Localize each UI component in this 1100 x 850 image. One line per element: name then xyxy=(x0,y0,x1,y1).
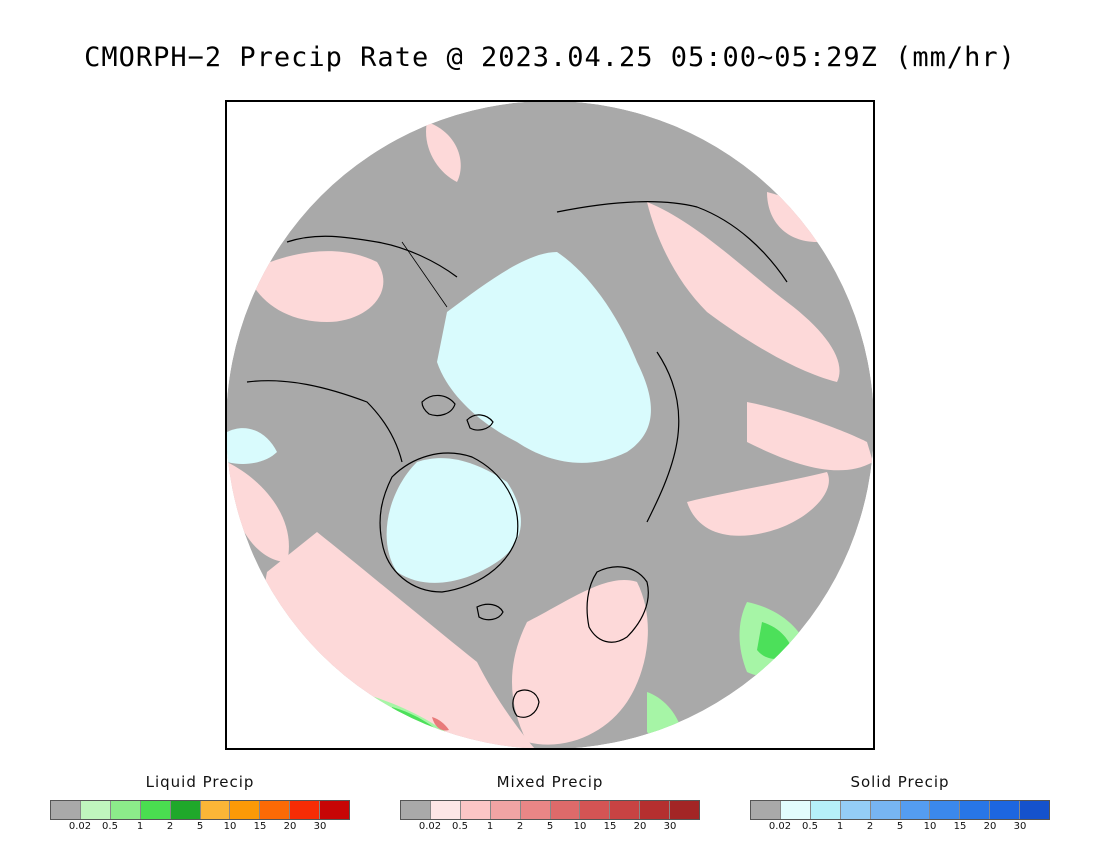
legend-swatch-8 xyxy=(990,801,1021,819)
legend-swatch-8 xyxy=(290,801,321,819)
legend-swatch-9 xyxy=(1020,801,1050,819)
legend-swatch-2 xyxy=(460,801,491,819)
mixed-precip-area-north-pacific xyxy=(647,202,840,382)
coastline-alaska-siberia xyxy=(286,235,458,278)
legend-swatch-9 xyxy=(320,801,350,819)
legend-swatch-3 xyxy=(140,801,171,819)
mixed-precip-area-central-asia xyxy=(687,472,829,536)
legend-swatch-2 xyxy=(110,801,141,819)
legend-tick-label: 20 xyxy=(633,821,647,832)
legend-tick-label: 30 xyxy=(663,821,677,832)
legend-tick-label: 10 xyxy=(923,821,937,832)
coastline-canadian-archipelago xyxy=(421,394,456,417)
legend-tick-label: 15 xyxy=(953,821,967,832)
mixed-precip-area-northwest xyxy=(227,462,289,562)
mixed-precip-area-east-siberia xyxy=(747,402,873,471)
coastline-greenland xyxy=(379,452,519,593)
legend-swatch-6 xyxy=(580,801,611,819)
mixed-precip-area-bering xyxy=(426,122,461,182)
coastline-north-america xyxy=(246,380,403,463)
legend-mixed-precip: Mixed Precip 0.02 0.5 1 2 5 10 15 20 30 xyxy=(400,772,700,834)
legend-swatch-7 xyxy=(260,801,291,819)
legend-swatch-5 xyxy=(200,801,231,819)
solid-precip-area-canada xyxy=(227,428,277,464)
legend-tick-label: 0.5 xyxy=(802,821,818,832)
solid-precip-areas xyxy=(227,252,651,583)
legend-tick-label: 5 xyxy=(896,821,904,832)
solid-precip-area-arctic-ocean xyxy=(437,252,651,463)
mixed-precip-area-north-america xyxy=(247,251,384,322)
coastlines xyxy=(246,200,788,718)
coastline-british-isles xyxy=(512,689,540,718)
legend-tick-label: 20 xyxy=(983,821,997,832)
legend-swatch-9 xyxy=(670,801,700,819)
legend-tick-label: 2 xyxy=(516,821,524,832)
legend-swatch-3 xyxy=(490,801,521,819)
legend-title: Liquid Precip xyxy=(145,773,255,791)
legend-swatch-4 xyxy=(170,801,201,819)
legend-swatch-5 xyxy=(550,801,581,819)
legend-swatch-1 xyxy=(430,801,461,819)
legend-swatch-1 xyxy=(80,801,111,819)
polar-map xyxy=(225,100,875,750)
legend-swatch-2 xyxy=(810,801,841,819)
legend-tick-label: 30 xyxy=(313,821,327,832)
legend-tick-label: 15 xyxy=(603,821,617,832)
coastline-iceland xyxy=(476,603,504,621)
legend-swatch-0 xyxy=(751,801,781,819)
legend-color-bar xyxy=(750,800,1050,820)
legend-swatch-4 xyxy=(870,801,901,819)
polar-map-canvas xyxy=(227,102,873,748)
mixed-precip-area-northeast xyxy=(767,192,820,242)
legend-tick-label: 0.02 xyxy=(418,821,442,832)
legend-title: Solid Precip xyxy=(850,773,950,791)
legend-tick-labels: 0.02 0.5 1 2 5 10 15 20 30 xyxy=(50,820,350,834)
legend-tick-label: 2 xyxy=(866,821,874,832)
legend-tick-label: 2 xyxy=(166,821,174,832)
legend-swatch-6 xyxy=(230,801,261,819)
legend-tick-label: 0.5 xyxy=(102,821,118,832)
legend-tick-label: 1 xyxy=(836,821,844,832)
coastline-archipelago-east xyxy=(466,414,494,431)
legend-tick-label: 0.5 xyxy=(452,821,468,832)
legend-tick-label: 5 xyxy=(546,821,554,832)
legend-tick-label: 0.02 xyxy=(68,821,92,832)
legend-swatch-0 xyxy=(401,801,431,819)
legend-tick-label: 20 xyxy=(283,821,297,832)
legend-swatch-6 xyxy=(930,801,961,819)
legend-color-bar xyxy=(50,800,350,820)
legend-solid-precip: Solid Precip 0.02 0.5 1 2 5 10 15 20 30 xyxy=(750,772,1050,834)
legend-tick-label: 30 xyxy=(1013,821,1027,832)
coastline-east-asia xyxy=(646,351,680,523)
legend-swatch-5 xyxy=(900,801,931,819)
legend-swatch-7 xyxy=(610,801,641,819)
legend-tick-label: 5 xyxy=(196,821,204,832)
chart-title: CMORPH−2 Precip Rate @ 2023.04.25 05:00~… xyxy=(84,42,1016,73)
solid-precip-area-greenland xyxy=(386,458,521,583)
legend-liquid-precip: Liquid Precip 0.02 0.5 1 2 5 10 15 20 30 xyxy=(50,772,350,834)
legend-swatch-3 xyxy=(840,801,871,819)
coastline-siberia xyxy=(556,200,788,283)
legend-tick-label: 15 xyxy=(253,821,267,832)
legend-swatch-0 xyxy=(51,801,81,819)
mixed-precip-accent-atlantic xyxy=(432,717,449,731)
legend-tick-label: 10 xyxy=(223,821,237,832)
legend-tick-label: 1 xyxy=(136,821,144,832)
map-disc xyxy=(227,102,873,748)
mixed-precip-area-europe xyxy=(512,580,648,745)
coastline-scandinavia xyxy=(586,566,649,643)
legend-swatch-8 xyxy=(640,801,671,819)
legend-tick-labels: 0.02 0.5 1 2 5 10 15 20 30 xyxy=(400,820,700,834)
legend-swatch-1 xyxy=(780,801,811,819)
legend-swatch-4 xyxy=(520,801,551,819)
legend-title: Mixed Precip xyxy=(496,773,604,791)
legend-tick-label: 1 xyxy=(486,821,494,832)
meridian-line xyxy=(401,241,448,308)
legend-tick-label: 0.02 xyxy=(768,821,792,832)
legend-tick-label: 10 xyxy=(573,821,587,832)
legend-color-bar xyxy=(400,800,700,820)
legend-tick-labels: 0.02 0.5 1 2 5 10 15 20 30 xyxy=(750,820,1050,834)
legend-swatch-7 xyxy=(960,801,991,819)
